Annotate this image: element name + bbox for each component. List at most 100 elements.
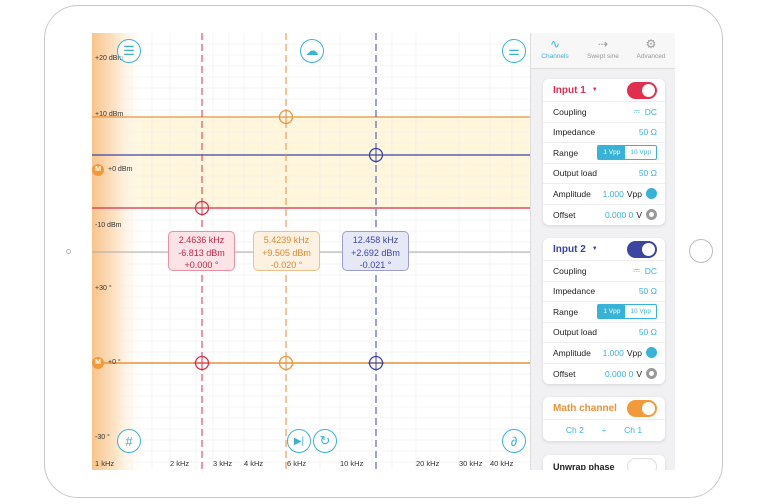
cursor-readout-3[interactable]: 12.458 kHz +2.692 dBm -0.021 ° <box>342 231 409 271</box>
x-label: 3 kHz <box>213 459 233 468</box>
output-load-value: 50 Ω <box>638 327 657 338</box>
input2-card: Input 2 ▼ Coupling ⎓ DC Impedance 50 Ω Rang… <box>543 238 665 384</box>
math-operator[interactable]: ÷ <box>601 425 607 436</box>
panel-tabs: ∿ Channels ⇢ Swept sine ⚙ Advanced <box>531 33 675 69</box>
menu-button[interactable]: ☰ <box>117 39 141 63</box>
dropdown-icon[interactable]: ▼ <box>591 87 598 93</box>
impedance-value: 50 Ω <box>638 286 657 297</box>
input1-toggle[interactable] <box>627 81 657 99</box>
settings-sliders-button[interactable]: ⚌ <box>502 39 526 63</box>
continuous-sweep-button[interactable]: ↻ <box>313 429 337 453</box>
cursor-phase: -0.021 ° <box>359 260 392 270</box>
cloud-upload-icon: ☁ <box>305 43 319 58</box>
range-option[interactable]: 1 Vpp <box>598 305 626 319</box>
x-label: 30 kHz <box>459 459 483 468</box>
dc-icon: ⎓ <box>633 265 645 276</box>
cursor-crosshair-icon[interactable] <box>368 355 384 371</box>
output-load-row[interactable]: Output load 50 Ω <box>543 164 665 184</box>
coupling-row[interactable]: Coupling ⎓ DC <box>543 261 665 282</box>
math-channel-title: Math channel <box>553 402 617 414</box>
math-operand-b[interactable]: Ch 1 <box>624 425 643 436</box>
x-label: 20 kHz <box>416 459 440 468</box>
cursor-magnitude: +9.505 dBm <box>262 247 311 258</box>
y-label: -10 dBm <box>95 222 122 229</box>
cursor-crosshair-icon[interactable] <box>194 355 210 371</box>
camera <box>66 249 71 254</box>
x-label: 6 kHz <box>287 459 307 468</box>
x-label: 1 kHz <box>95 459 115 468</box>
range-selector: 1 Vpp 10 Vpp <box>597 304 657 320</box>
math-magnitude-marker[interactable]: M <box>92 164 104 176</box>
range-option[interactable]: 1 Vpp <box>598 146 626 160</box>
offset-knob-icon[interactable] <box>646 209 657 221</box>
input2-title[interactable]: Input 2 <box>553 243 586 255</box>
cursor-phase: +0.000 ° <box>184 260 219 270</box>
tab-advanced[interactable]: ⚙ Advanced <box>627 33 675 68</box>
coupling-value: DC <box>644 265 657 276</box>
impedance-value: 50 Ω <box>638 127 657 138</box>
tab-channels[interactable]: ∿ Channels <box>531 33 579 68</box>
unwrap-phase-label: Unwrap phase <box>553 461 615 471</box>
amplitude-value: 1.000 <box>602 347 624 358</box>
math-operand-a[interactable]: Ch 2 <box>565 425 584 436</box>
math-channel-toggle[interactable] <box>627 399 657 417</box>
grid-button[interactable]: # <box>117 429 141 453</box>
amplitude-knob-icon[interactable] <box>646 347 657 359</box>
swept-sine-icon: ⇢ <box>597 37 609 51</box>
y-label: -30 ° <box>95 434 110 441</box>
input2-toggle[interactable] <box>627 240 657 258</box>
repeat-icon: ↻ <box>319 433 331 448</box>
y-label: +20 dBm <box>95 55 124 62</box>
math-phase-marker[interactable]: M <box>92 357 104 369</box>
unwrap-phase-card: Unwrap phase <box>543 455 665 470</box>
dropdown-icon[interactable]: ▼ <box>591 246 598 252</box>
cursor-crosshair-icon[interactable] <box>278 355 294 371</box>
sliders-icon: ⚌ <box>508 43 520 58</box>
tab-swept-sine[interactable]: ⇢ Swept sine <box>579 33 627 68</box>
autoscale-icon: ∂ <box>510 433 518 449</box>
amplitude-value: 1.000 <box>602 188 624 199</box>
cursor-frequency: 2.4636 kHz <box>178 235 225 245</box>
y-label: +30 ° <box>95 285 112 292</box>
cursor-crosshair-icon[interactable] <box>278 109 294 125</box>
input1-title[interactable]: Input 1 <box>553 84 586 96</box>
coupling-row[interactable]: Coupling ⎓ DC <box>543 102 665 123</box>
cursor-readout-2[interactable]: 5.4239 kHz +9.505 dBm -0.020 ° <box>253 231 320 271</box>
amplitude-knob-icon[interactable] <box>646 188 657 200</box>
cursor-frequency: 12.458 kHz <box>352 235 399 245</box>
amplitude-row[interactable]: Amplitude 1.000 Vpp <box>543 343 665 364</box>
amplitude-row[interactable]: Amplitude 1.000 Vpp <box>543 184 665 205</box>
autoscale-button[interactable]: ∂ <box>502 429 526 453</box>
y-label: +0 ° <box>108 359 121 366</box>
range-row: Range 1 Vpp 10 Vpp <box>543 143 665 164</box>
x-label: 2 kHz <box>170 459 190 468</box>
cursor-crosshair-icon[interactable] <box>194 200 210 216</box>
cursor-crosshair-icon[interactable] <box>368 147 384 163</box>
play-step-icon: ▶| <box>293 435 305 447</box>
impedance-row[interactable]: Impedance 50 Ω <box>543 123 665 143</box>
side-panel: ∿ Channels ⇢ Swept sine ⚙ Advanced Input 1 ▼… <box>530 33 675 470</box>
bode-plot[interactable]: +20 dBm +10 dBm +0 dBm -10 dBm +30 ° +0 … <box>92 33 530 470</box>
range-selector: 1 Vpp 10 Vpp <box>597 145 657 161</box>
range-option[interactable]: 10 Vpp <box>630 308 651 316</box>
impedance-row[interactable]: Impedance 50 Ω <box>543 282 665 302</box>
home-button[interactable] <box>689 239 713 263</box>
output-load-value: 50 Ω <box>638 168 657 179</box>
cursor-phase: -0.020 ° <box>270 260 303 270</box>
cursor-frequency: 5.4239 kHz <box>263 235 310 245</box>
cursor-readout-1[interactable]: 2.4636 kHz -6.813 dBm +0.000 ° <box>168 231 235 271</box>
offset-value: 0.000 0 <box>604 209 634 220</box>
unwrap-phase-toggle[interactable] <box>627 458 657 470</box>
x-label: 40 kHz <box>490 459 514 468</box>
cloud-upload-button[interactable]: ☁ <box>300 39 324 63</box>
output-load-row[interactable]: Output load 50 Ω <box>543 323 665 343</box>
x-label: 4 kHz <box>244 459 264 468</box>
range-option[interactable]: 10 Vpp <box>630 149 651 157</box>
cursor-magnitude: +2.692 dBm <box>351 247 400 258</box>
offset-knob-icon[interactable] <box>646 368 657 380</box>
x-label: 10 kHz <box>340 459 364 468</box>
dc-icon: ⎓ <box>633 106 645 117</box>
single-sweep-button[interactable]: ▶| <box>287 429 311 453</box>
